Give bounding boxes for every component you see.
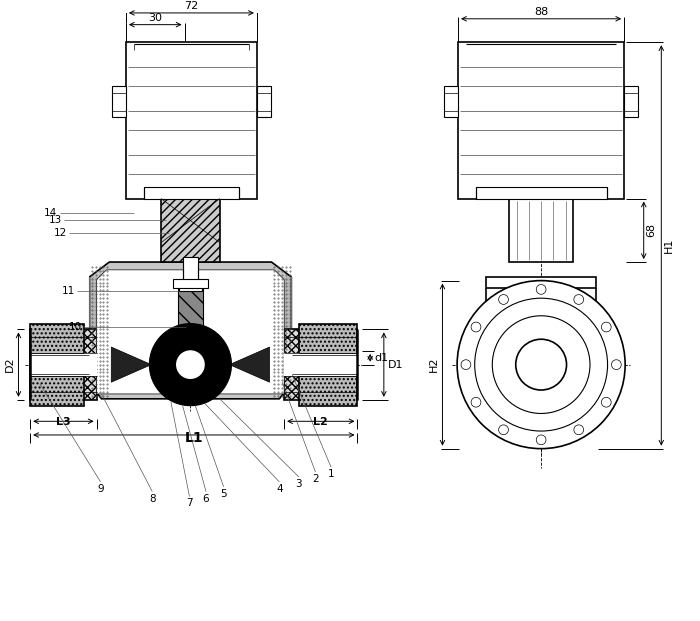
Circle shape: [461, 360, 471, 369]
Circle shape: [536, 284, 546, 294]
Text: 88: 88: [534, 7, 548, 17]
Bar: [30, 330, 97, 400]
Bar: [126, 42, 257, 199]
Text: L1: L1: [185, 431, 203, 445]
Circle shape: [457, 281, 625, 448]
Text: 9: 9: [97, 484, 104, 494]
Circle shape: [612, 360, 621, 369]
Text: D2: D2: [5, 357, 15, 373]
Text: H1: H1: [664, 238, 674, 253]
Text: 5: 5: [220, 489, 227, 499]
Bar: [257, 86, 270, 117]
Text: L3: L3: [56, 417, 71, 427]
Text: D1: D1: [388, 360, 403, 369]
Text: H2: H2: [428, 357, 439, 373]
Bar: [144, 187, 239, 199]
Text: 8: 8: [149, 494, 155, 504]
Circle shape: [574, 425, 584, 435]
Bar: [509, 199, 573, 262]
Polygon shape: [97, 270, 284, 394]
Text: 7: 7: [186, 499, 193, 509]
Bar: [173, 279, 208, 288]
Text: 1: 1: [328, 469, 335, 479]
Bar: [486, 316, 596, 325]
Bar: [444, 86, 458, 117]
Circle shape: [498, 294, 508, 304]
Text: 2: 2: [312, 474, 318, 484]
Circle shape: [492, 316, 590, 414]
Bar: [161, 199, 220, 262]
Text: 72: 72: [184, 1, 199, 11]
Bar: [299, 324, 358, 406]
Bar: [183, 257, 198, 286]
Circle shape: [176, 351, 204, 378]
Bar: [178, 286, 203, 332]
Bar: [476, 187, 607, 199]
Bar: [89, 277, 106, 384]
Text: d1: d1: [374, 353, 388, 363]
Text: 12: 12: [54, 228, 67, 238]
Polygon shape: [90, 262, 291, 399]
Bar: [112, 86, 126, 117]
Text: 4: 4: [276, 484, 283, 494]
Circle shape: [471, 322, 481, 332]
Polygon shape: [111, 347, 151, 382]
Bar: [178, 281, 202, 291]
Bar: [284, 353, 358, 376]
Bar: [30, 353, 97, 376]
Circle shape: [475, 298, 608, 431]
Bar: [458, 42, 624, 199]
Bar: [30, 324, 84, 406]
Bar: [624, 86, 638, 117]
Bar: [284, 330, 358, 400]
Circle shape: [471, 397, 481, 407]
Circle shape: [516, 339, 566, 390]
Circle shape: [149, 324, 232, 406]
Text: 30: 30: [148, 12, 162, 23]
Circle shape: [536, 435, 546, 445]
Text: 11: 11: [62, 286, 75, 296]
Bar: [299, 353, 358, 376]
Text: 6: 6: [203, 494, 209, 504]
Text: 10: 10: [69, 322, 82, 332]
Bar: [275, 277, 293, 384]
Circle shape: [574, 294, 584, 304]
Bar: [486, 277, 596, 288]
Bar: [30, 353, 84, 376]
Text: 68: 68: [647, 223, 657, 237]
Text: 3: 3: [295, 479, 302, 489]
Text: L2: L2: [314, 417, 328, 427]
Text: 13: 13: [49, 215, 62, 225]
Circle shape: [498, 425, 508, 435]
Circle shape: [601, 397, 611, 407]
Polygon shape: [230, 347, 270, 382]
Circle shape: [601, 322, 611, 332]
Text: 14: 14: [44, 208, 57, 218]
